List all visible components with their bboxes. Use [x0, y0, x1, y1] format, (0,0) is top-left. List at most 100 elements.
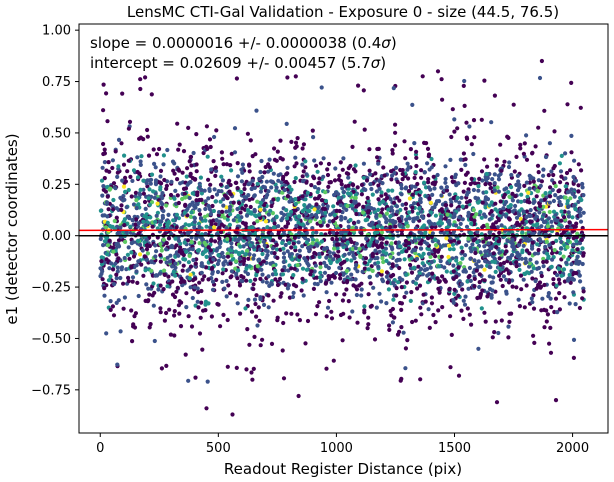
scatter-point: [547, 200, 553, 205]
scatter-point: [145, 134, 150, 139]
scatter-point: [377, 186, 382, 191]
scatter-point: [495, 185, 500, 190]
scatter-point: [221, 261, 226, 266]
scatter-point: [536, 247, 541, 253]
scatter-point: [287, 240, 292, 245]
scatter-point: [241, 275, 246, 280]
scatter-point: [290, 294, 296, 300]
scatter-point: [451, 269, 456, 274]
intercept-annotation-close: ): [380, 54, 386, 72]
scatter-point: [294, 284, 299, 289]
scatter-point: [350, 206, 355, 211]
scatter-point: [577, 241, 583, 246]
scatter-point: [376, 197, 381, 202]
scatter-point: [548, 194, 553, 199]
scatter-point: [433, 243, 439, 248]
slope-annotation: slope = 0.0000016 +/- 0.0000038 (0.4σ): [90, 34, 397, 52]
scatter-point: [483, 259, 488, 264]
scatter-point: [349, 272, 354, 277]
scatter-point: [199, 187, 204, 193]
scatter-point: [487, 203, 492, 208]
scatter-point: [580, 181, 585, 187]
scatter-point: [251, 256, 256, 261]
scatter-point: [319, 85, 324, 90]
scatter-point: [151, 147, 156, 152]
scatter-point: [370, 220, 375, 225]
scatter-point: [311, 286, 316, 291]
scatter-point: [270, 272, 275, 277]
scatter-point: [230, 412, 235, 417]
scatter-point: [153, 273, 158, 278]
scatter-point: [228, 182, 233, 188]
scatter-point: [413, 251, 418, 256]
scatter-point: [153, 165, 158, 170]
scatter-point: [284, 179, 289, 185]
scatter-point: [537, 75, 543, 81]
scatter-point: [183, 352, 188, 357]
scatter-point: [493, 269, 498, 274]
scatter-point: [405, 224, 410, 229]
scatter-point: [209, 221, 214, 227]
scatter-point: [465, 279, 470, 284]
scatter-point: [487, 181, 492, 186]
scatter-point: [366, 210, 371, 215]
scatter-point: [274, 242, 279, 247]
scatter-point: [298, 225, 303, 230]
scatter-point: [246, 256, 251, 261]
scatter-point: [569, 262, 574, 267]
scatter-point: [501, 260, 507, 265]
scatter-point: [188, 155, 193, 160]
scatter-point: [514, 154, 519, 159]
scatter-point: [111, 249, 116, 254]
scatter-point: [546, 291, 552, 296]
scatter-point: [176, 253, 181, 258]
scatter-point: [503, 244, 508, 249]
scatter-point: [113, 149, 118, 154]
scatter-point: [371, 285, 376, 290]
scatter-point: [443, 243, 448, 248]
scatter-point: [338, 199, 343, 204]
scatter-point: [203, 206, 208, 212]
scatter-point: [100, 165, 105, 170]
scatter-point: [127, 216, 132, 221]
scatter-point: [148, 215, 153, 220]
scatter-point: [284, 224, 289, 229]
scatter-point: [239, 278, 244, 283]
scatter-point: [300, 222, 305, 227]
scatter-point: [101, 82, 106, 87]
scatter-point: [318, 219, 323, 225]
scatter-point: [155, 226, 160, 231]
scatter-point: [539, 224, 544, 229]
scatter-point: [224, 226, 229, 231]
scatter-point: [472, 135, 477, 140]
scatter-point: [399, 192, 404, 197]
scatter-point: [384, 220, 389, 225]
scatter-point: [280, 348, 285, 353]
scatter-point: [502, 192, 507, 197]
scatter-point: [110, 304, 115, 309]
scatter-point: [178, 324, 184, 329]
intercept-annotation: intercept = 0.02609 +/- 0.00457 (5.7σ): [90, 54, 386, 72]
scatter-point: [108, 186, 113, 191]
scatter-point: [201, 308, 206, 313]
scatter-point: [506, 271, 511, 276]
scatter-point: [363, 256, 369, 261]
scatter-point: [218, 199, 223, 204]
scatter-point: [280, 177, 286, 182]
scatter-point: [149, 92, 154, 97]
scatter-point: [429, 156, 434, 162]
scatter-point: [520, 230, 525, 235]
scatter-point: [323, 190, 328, 195]
scatter-point: [452, 129, 457, 134]
scatter-point: [536, 265, 542, 271]
scatter-point: [240, 170, 245, 175]
scatter-point: [153, 178, 159, 183]
scatter-point: [284, 311, 289, 316]
scatter-point: [388, 197, 393, 202]
scatter-point: [101, 243, 106, 248]
scatter-point: [412, 175, 417, 180]
scatter-point: [530, 300, 535, 305]
scatter-point: [280, 268, 285, 273]
scatter-point: [192, 219, 197, 224]
scatter-point: [555, 310, 560, 315]
